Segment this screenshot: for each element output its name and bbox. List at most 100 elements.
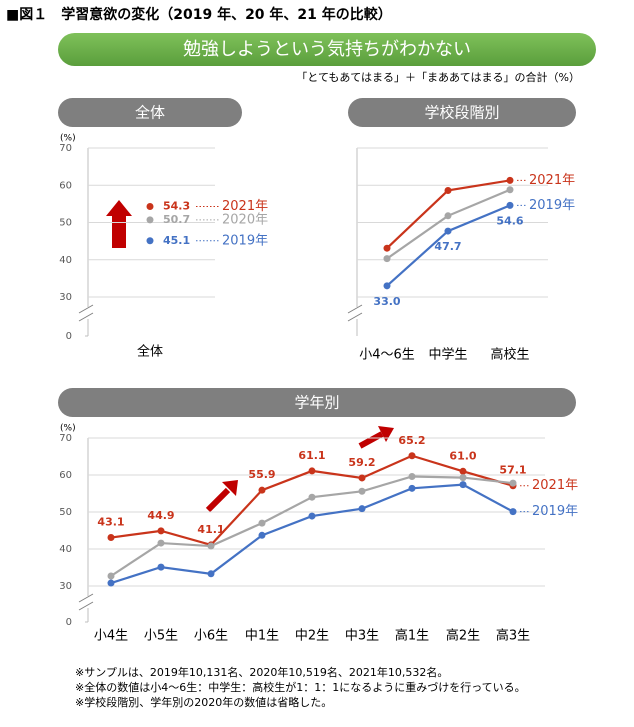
subtitle: 「とてもあてはまる」＋「まああてはまる」の合計（%） [296,70,580,84]
legend-label: 2021年 [532,478,578,493]
point [383,282,391,290]
arrow [205,426,394,513]
value-label: 57.1 [499,464,526,477]
y-tick-label: 60 [59,470,72,481]
value-label: 44.9 [147,509,174,522]
x-tick-label: 高1生 [395,628,429,644]
y-tick-label: 40 [59,544,72,555]
x-tick-label: 中2生 [295,629,329,644]
legend-label: 2019年 [222,233,268,248]
y-tick-label: 30 [59,292,72,303]
point [107,572,115,580]
footnote: ※サンプルは、2019年10,131名、2020年10,519名、2021年10… [75,665,448,679]
series-line [110,475,514,577]
value-label: 50.7 [163,213,190,226]
pill [348,98,576,127]
axis-break [78,312,94,322]
legend-label: 2021年 [222,199,268,214]
point [444,227,452,235]
point [506,186,514,194]
value-label: 33.0 [373,295,400,308]
chart-title: 全体 [135,104,165,122]
x-tick-label: 中3生 [345,629,379,644]
point [444,186,452,194]
y-tick-label: 0 [66,331,72,342]
figure-title: ■図１ 学習意欲の変化（2019 年、20 年、21 年の比較） [6,6,392,23]
pill [58,98,242,127]
point [146,216,154,224]
point [506,176,514,184]
point [459,481,467,489]
footnote: ※全体の数値は小4～6生：中学生：高校生が1：1：1になるように重みづけを行って… [75,680,526,694]
axis-break [78,601,94,611]
x-tick-label: 高校生 [490,347,529,363]
point [383,244,391,252]
value-label: 61.1 [298,449,325,462]
point [146,237,154,245]
point [444,212,452,220]
x-tick-label: 小4生 [94,629,128,644]
x-tick-label: 高2生 [446,628,480,644]
y-tick-label: 70 [59,143,72,154]
point [146,202,154,210]
value-label: 41.1 [197,523,224,536]
axis-break [78,593,94,603]
point [207,570,215,578]
arrow [106,200,132,248]
legend-label: 2019年 [529,198,575,213]
pill [58,388,576,417]
axis-break [78,304,94,314]
x-tick-label: 小6生 [194,629,228,644]
axis-break [347,312,363,322]
point [258,519,266,527]
point [358,505,366,513]
y-tick-label: 0 [66,617,72,628]
legend-label: 2021年 [529,173,575,188]
x-tick-label: 小5生 [144,629,178,644]
value-label: 65.2 [398,434,425,447]
banner-bg [58,33,596,66]
y-tick-label: 30 [59,581,72,592]
point [408,472,416,480]
point [509,479,517,487]
point [308,467,316,475]
point [408,484,416,492]
point [107,579,115,587]
point [157,563,165,571]
y-tick-label: 50 [59,507,72,518]
x-tick-label: 小4～6生 [359,348,415,363]
axis-break [347,304,363,314]
value-label: 43.1 [97,516,124,529]
value-label: 55.9 [248,468,275,481]
point [207,542,215,550]
y-unit: (%) [60,424,76,434]
point [107,534,115,542]
value-label: 47.7 [434,240,461,253]
point [459,467,467,475]
x-tick-label: 全体 [137,344,163,360]
point [506,201,514,209]
footnote: ※学校段階別、学年別の2020年の数値は省略した。 [75,695,332,709]
banner: 勉強しようという気持ちがわかない [183,39,471,60]
x-tick-label: 高3生 [496,628,530,644]
chart-title: 学校段階別 [424,104,499,122]
value-label: 61.0 [449,449,476,462]
y-unit: (%) [60,134,76,144]
point [157,527,165,535]
y-tick-label: 50 [59,218,72,229]
legend-label: 2020年 [222,212,268,227]
value-label: 54.3 [163,199,190,212]
y-tick-label: 70 [59,433,72,444]
point [459,474,467,482]
point [258,486,266,494]
value-label: 54.6 [496,214,523,227]
point [509,508,517,516]
point [358,474,366,482]
x-tick-label: 中学生 [428,347,467,363]
value-label: 45.1 [163,234,190,247]
y-tick-label: 60 [59,180,72,191]
y-tick-label: 40 [59,255,72,266]
point [258,531,266,539]
point [308,512,316,520]
